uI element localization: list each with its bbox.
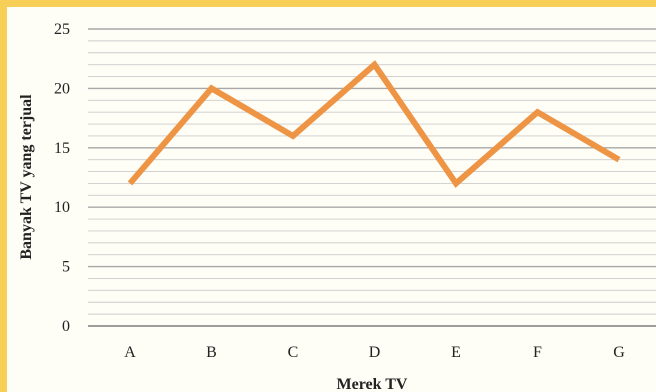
y-axis-title: Banyak TV yang terjual bbox=[18, 94, 35, 260]
x-tick-label: B bbox=[206, 344, 217, 361]
x-tick-label: G bbox=[613, 344, 625, 361]
y-tick-label: 15 bbox=[54, 140, 70, 157]
y-tick-label: 20 bbox=[54, 80, 70, 97]
x-tick-label: E bbox=[451, 344, 461, 361]
x-tick-label: C bbox=[288, 344, 299, 361]
y-tick-label: 5 bbox=[62, 259, 70, 276]
x-tick-label: D bbox=[369, 344, 381, 361]
y-tick-label: 10 bbox=[54, 199, 70, 216]
y-tick-label: 25 bbox=[54, 21, 70, 38]
x-tick-label: A bbox=[124, 344, 136, 361]
y-tick-labels: 0 5 10 15 20 25 bbox=[54, 21, 70, 335]
grid-lines bbox=[88, 29, 656, 326]
y-tick-label: 0 bbox=[62, 318, 70, 335]
x-axis-title: Merek TV bbox=[337, 376, 408, 392]
x-tick-label: F bbox=[533, 344, 542, 361]
x-tick-labels: A B C D E F G bbox=[124, 344, 625, 361]
